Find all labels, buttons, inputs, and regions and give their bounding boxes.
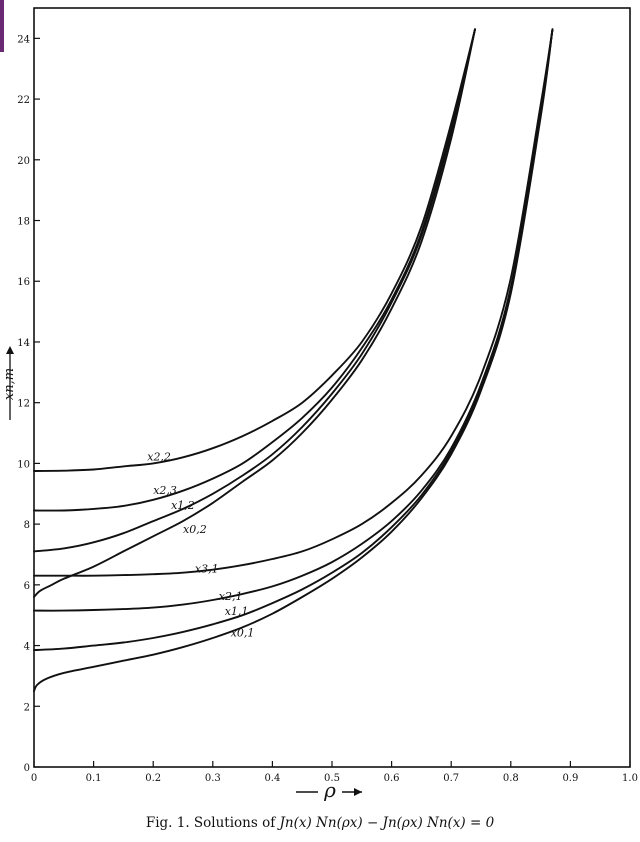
page-edge-strip	[0, 0, 4, 52]
x-tick-label: 1.0	[622, 773, 638, 784]
y-axis-arrowhead	[6, 346, 14, 354]
caption-prefix: Fig. 1. Solutions of	[145, 815, 276, 831]
y-tick-label: 24	[17, 34, 30, 45]
x-tick-label: 0.9	[562, 773, 578, 784]
series-line-x0-2	[33, 28, 476, 598]
series-line-x2-1	[33, 28, 554, 612]
y-tick-label: 14	[17, 338, 30, 349]
x-axis-arrowhead	[354, 788, 362, 796]
y-tick-label: 6	[24, 581, 30, 592]
x-tick-label: 0.7	[443, 773, 459, 784]
y-tick-label: 12	[17, 399, 30, 410]
x-tick-label: 0.3	[205, 773, 221, 784]
y-tick-label: 18	[17, 217, 30, 228]
y-tick-label: 16	[17, 277, 30, 288]
series-line-x1-2	[33, 28, 476, 553]
y-tick-label: 0	[24, 763, 30, 774]
x-tick-label: 0.4	[264, 773, 280, 784]
series-line-x2-2	[33, 28, 476, 472]
series-line-x0-1	[33, 28, 554, 693]
curve-labels: x2,2 x2,3 x1,2 x0,2 x3,1 x2,1 x1,1 x0,1	[147, 450, 254, 639]
curve-label: x3,1	[195, 563, 219, 576]
figure-caption: Fig. 1. Solutions of Jn(x) Nn(ρx) − Jn(ρ…	[0, 815, 640, 831]
curve-label: x0,1	[231, 626, 255, 639]
curve-label: x2,2	[147, 450, 171, 463]
curve-label: x2,1	[219, 590, 243, 603]
series-lines	[33, 28, 554, 693]
y-tick-label: 10	[17, 459, 30, 470]
x-tick-label: 0.1	[86, 773, 102, 784]
series-line-x3-1	[33, 28, 554, 577]
curve-label: x1,1	[225, 605, 249, 618]
x-tick-label: 0.2	[145, 773, 161, 784]
x-tick-label: 0	[31, 773, 37, 784]
x-tick-label: 0.5	[324, 773, 340, 784]
curve-label: x0,2	[183, 523, 207, 536]
chart: 0 0.1 0.2 0.3 0.4 0.5 0.6 0.7 0.8 0.9 1.0 02468101…	[2, 7, 638, 802]
y-tick-label: 8	[24, 520, 30, 531]
series-line-x2-3	[33, 28, 476, 512]
curve-label: x1,2	[171, 499, 195, 512]
caption-equation: Jn(x) Nn(ρx) − Jn(ρx) Nn(x) = 0	[279, 815, 495, 831]
curve-label: x2,3	[153, 484, 177, 497]
x-tick-label: 0.6	[384, 773, 400, 784]
axis-titles: ρ xn,m	[2, 346, 362, 802]
y-tick-label: 22	[17, 95, 30, 106]
x-tick-label: 0.8	[503, 773, 519, 784]
x-axis-ticks: 0 0.1 0.2 0.3 0.4 0.5 0.6 0.7 0.8 0.9 1.0	[31, 761, 638, 784]
y-tick-label: 4	[24, 642, 30, 653]
y-tick-label: 2	[24, 702, 30, 713]
x-axis-label: ρ	[323, 778, 336, 802]
y-tick-label: 20	[17, 156, 30, 167]
